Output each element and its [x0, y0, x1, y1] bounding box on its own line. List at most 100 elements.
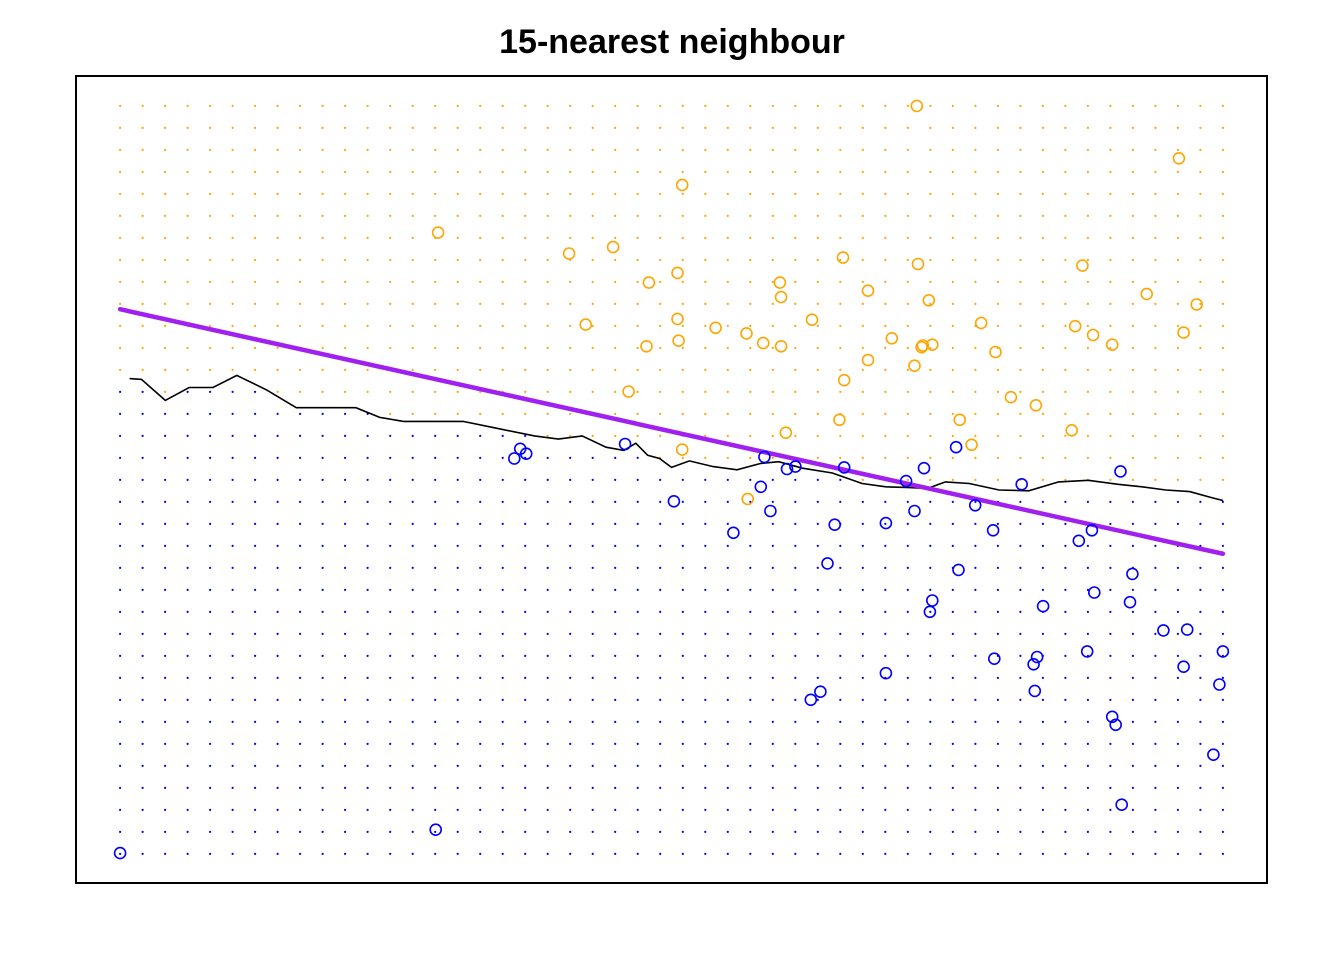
- grid-dot: [1154, 632, 1157, 636]
- grid-dot: [704, 302, 707, 305]
- grid-dot: [1221, 808, 1224, 812]
- grid-dot: [681, 852, 684, 856]
- grid-dot: [254, 544, 257, 548]
- grid-dot: [704, 390, 707, 393]
- grid-dot: [726, 676, 729, 680]
- grid-dot: [186, 588, 189, 592]
- grid-dot: [1064, 632, 1067, 636]
- grid-dot: [726, 786, 729, 790]
- grid-dot: [524, 302, 527, 305]
- grid-dot: [996, 852, 1000, 856]
- grid-dot: [164, 500, 167, 503]
- grid-dot: [636, 764, 639, 768]
- grid-dot: [794, 632, 797, 636]
- grid-dot: [299, 544, 302, 548]
- grid-dot: [164, 676, 167, 680]
- grid-dot: [816, 126, 819, 129]
- grid-dot: [456, 456, 459, 459]
- grid-dot: [974, 830, 977, 834]
- grid-dot: [411, 764, 414, 768]
- grid-dot: [1176, 170, 1179, 173]
- data-point-orange: [922, 293, 936, 307]
- grid-dot: [1131, 456, 1134, 459]
- grid-dot: [906, 390, 909, 393]
- grid-dot: [1131, 324, 1134, 327]
- grid-dot: [636, 148, 639, 151]
- grid-dot: [1154, 192, 1157, 195]
- grid-dot: [569, 544, 572, 548]
- grid-dot: [704, 764, 707, 768]
- grid-dot: [884, 368, 887, 371]
- grid-dot: [276, 280, 279, 283]
- grid-dot: [299, 522, 302, 526]
- grid-dot: [951, 676, 954, 680]
- grid-dot: [974, 698, 977, 702]
- data-point-orange: [885, 331, 899, 345]
- grid-dot: [1064, 368, 1067, 371]
- grid-dot: [614, 786, 617, 790]
- grid-dot: [1154, 390, 1157, 393]
- grid-dot: [1041, 742, 1044, 746]
- data-point-orange: [773, 276, 787, 289]
- grid-dot: [1221, 368, 1224, 371]
- grid-dot: [186, 852, 189, 856]
- grid-dot: [591, 346, 594, 349]
- data-point-blue: [1177, 660, 1190, 674]
- grid-dot: [119, 742, 122, 746]
- grid-dot: [951, 588, 954, 592]
- grid-dot: [974, 566, 977, 570]
- grid-dot: [1086, 434, 1089, 437]
- grid-dot: [816, 236, 819, 239]
- grid-dot: [1019, 324, 1022, 327]
- grid-dot: [321, 500, 324, 503]
- grid-dot: [479, 346, 482, 349]
- grid-dot: [974, 280, 977, 283]
- grid-dot: [816, 632, 819, 636]
- grid-dot: [1176, 412, 1179, 415]
- grid-dot: [299, 742, 302, 746]
- data-point-orange: [774, 339, 788, 353]
- grid-dot: [636, 478, 639, 481]
- grid-dot: [974, 390, 977, 393]
- grid-dot: [141, 412, 144, 415]
- grid-dot: [231, 588, 234, 592]
- grid-dot: [209, 742, 212, 746]
- grid-dot: [479, 434, 482, 437]
- grid-dot: [1176, 324, 1179, 327]
- grid-dot: [974, 478, 977, 481]
- grid-dot: [164, 478, 167, 481]
- data-point-blue: [1028, 684, 1042, 698]
- grid-dot: [546, 720, 549, 724]
- knn-boundary-line: [129, 374, 1224, 502]
- grid-dot: [389, 764, 392, 768]
- grid-dot: [951, 236, 954, 239]
- grid-dot: [996, 830, 1000, 834]
- grid-dot: [186, 280, 189, 283]
- grid-dot: [884, 566, 887, 570]
- grid-dot: [884, 170, 887, 173]
- grid-dot: [614, 390, 617, 393]
- grid-dot: [366, 148, 369, 151]
- grid-dot: [906, 478, 909, 481]
- grid-dot: [209, 456, 212, 459]
- grid-dot: [1109, 610, 1112, 614]
- grid-dot: [614, 126, 617, 129]
- grid-dot: [1221, 170, 1224, 173]
- grid-dot: [141, 390, 144, 393]
- data-point-blue: [429, 823, 443, 837]
- grid-dot: [321, 280, 324, 283]
- grid-dot: [614, 368, 617, 371]
- grid-dot: [1221, 742, 1224, 746]
- grid-dot: [614, 192, 617, 195]
- grid-dot: [434, 126, 437, 129]
- grid-dot: [366, 456, 369, 459]
- grid-dot: [546, 478, 549, 481]
- grid-dot: [546, 148, 549, 151]
- grid-dot: [726, 368, 729, 371]
- grid-dot: [1199, 412, 1202, 415]
- grid-dot: [186, 258, 189, 261]
- grid-dot: [1019, 214, 1022, 217]
- grid-dot: [1041, 104, 1044, 107]
- grid-dot: [299, 588, 302, 592]
- grid-dot: [681, 786, 684, 790]
